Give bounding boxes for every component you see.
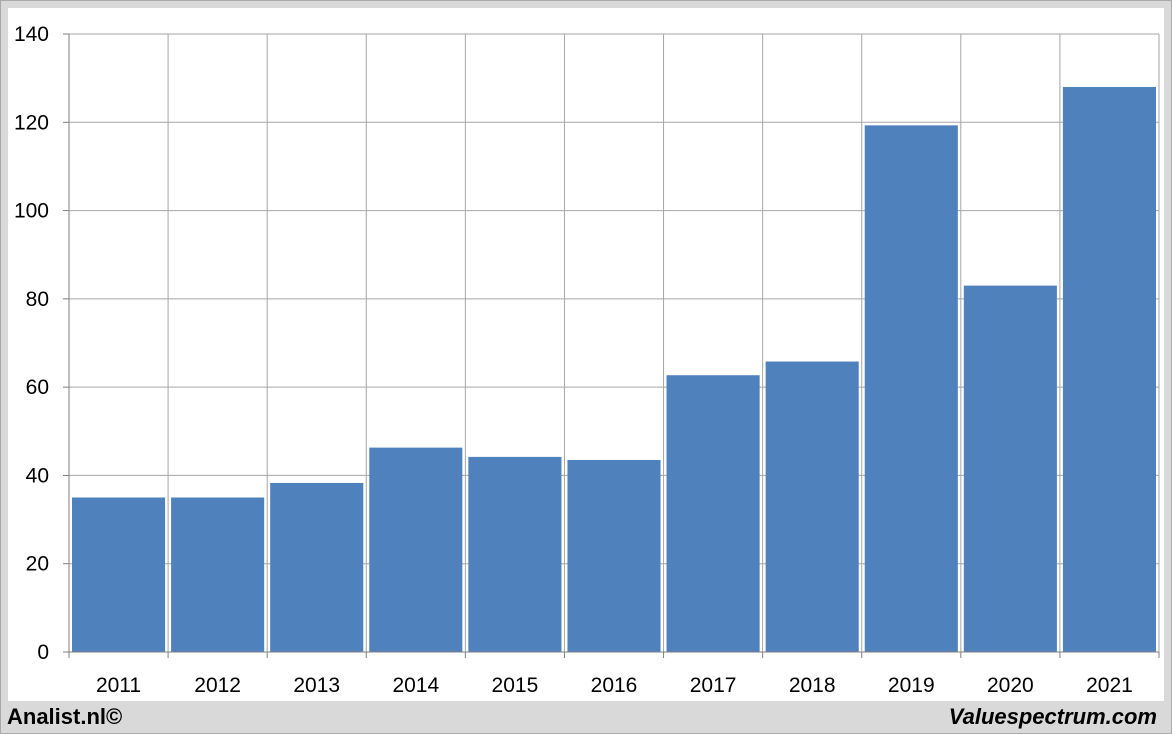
site-credit: Valuespectrum.com [948, 704, 1157, 729]
y-tick-label: 100 [14, 200, 49, 223]
plot-panel: 0 20 40 60 80 100 120 140 2011 2012 2013 2014 2015 2… [8, 8, 1164, 701]
y-tick-label: 80 [26, 288, 49, 311]
bar-2012 [171, 497, 265, 652]
bar-2014 [369, 447, 463, 652]
x-tick-label: 2019 [888, 674, 935, 697]
bar-2017 [666, 375, 760, 652]
x-tick-label: 2020 [987, 674, 1034, 697]
x-tick-label: 2018 [789, 674, 836, 697]
bar-2019 [864, 125, 958, 652]
x-tick-label: 2013 [293, 674, 340, 697]
y-tick-label: 0 [37, 641, 49, 664]
bar-2015 [468, 456, 562, 652]
bars [72, 86, 1156, 652]
x-tick-label: 2012 [194, 674, 241, 697]
bar-2011 [72, 497, 166, 652]
y-tick-label: 20 [26, 553, 49, 576]
bar-2018 [765, 361, 859, 652]
bar-2020 [963, 285, 1057, 652]
y-tick-label: 140 [14, 23, 49, 46]
x-tick-label: 2011 [96, 674, 141, 697]
source-credit: Analist.nl© [7, 704, 123, 729]
x-tick-label: 2017 [690, 674, 737, 697]
x-tick-labels: 2011 2012 2013 2014 2015 2016 2017 2018 2019 2020… [96, 674, 1133, 697]
bar-2013 [270, 482, 364, 652]
y-tick-labels: 0 20 40 60 80 100 120 140 [14, 23, 49, 664]
x-tick-label: 2015 [492, 674, 539, 697]
y-tick-label: 120 [14, 111, 49, 134]
x-tick-label: 2016 [591, 674, 638, 697]
bar-2016 [567, 459, 661, 652]
y-tick-label: 40 [26, 464, 49, 487]
x-tick-label: 2021 [1086, 674, 1133, 697]
grid-lines [69, 33, 1160, 652]
axes [63, 33, 1160, 658]
bar-2021 [1062, 86, 1156, 652]
y-tick-label: 60 [26, 376, 49, 399]
x-tick-label: 2014 [392, 674, 439, 697]
